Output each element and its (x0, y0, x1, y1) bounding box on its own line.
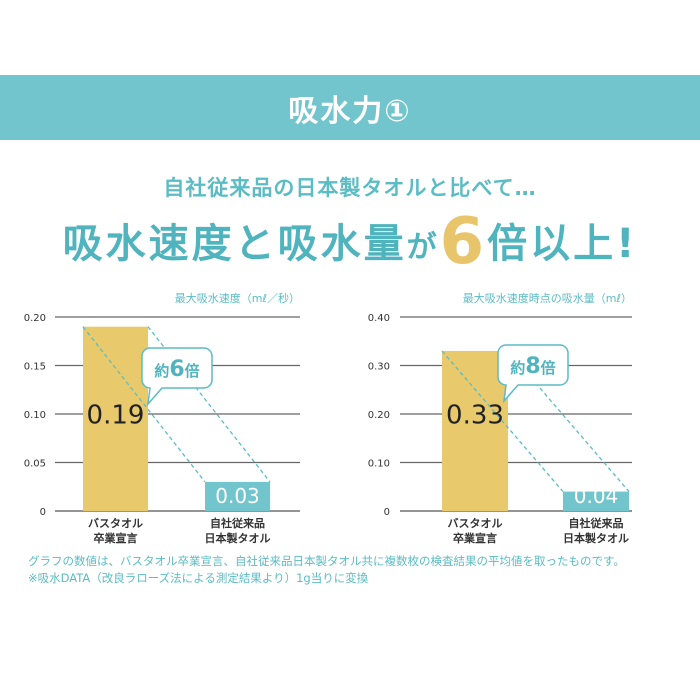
bar-value-label: 0.03 (215, 484, 260, 508)
y-tick-label: 0.10 (24, 410, 46, 421)
bar (205, 481, 270, 511)
chart-title: 最大吸水速度（mℓ／秒） (175, 291, 300, 305)
bar (83, 326, 148, 511)
subtitle: 自社従来品の日本製タオルと比べて… (163, 176, 537, 200)
bar (563, 491, 629, 511)
x-tick-label: 卒業宣言 (94, 531, 138, 545)
y-tick-label: 0.30 (368, 362, 390, 373)
y-tick-label: 0.20 (24, 313, 46, 324)
y-tick-label: 0 (384, 507, 390, 518)
headline-num: 6 (439, 205, 488, 279)
callout-text: 約6倍 (154, 357, 199, 382)
connector-line (441, 350, 564, 493)
connector-line (82, 326, 206, 483)
footnote-line-2: ※吸水DATA（改良ラローズ法による測定結果より）1g当りに変換 (28, 571, 369, 585)
headline-post: 倍以上! (487, 221, 638, 267)
y-tick-label: 0.10 (368, 459, 390, 470)
bar-value-label: 0.19 (87, 401, 145, 431)
footnote-line-1: グラフの数値は、バスタオル卒業宣言、自社従来品日本製タオル共に複数枚の検査結果の… (28, 554, 625, 568)
x-tick-label: 自社従来品 (569, 516, 624, 530)
banner-title: 吸水力① (288, 93, 412, 129)
chart-absorption-amount: 最大吸水速度時点の吸水量（mℓ） 0 0.10 0.20 0.30 0.40 0.33 バスタ… (368, 291, 632, 545)
y-tick-label: 0 (40, 507, 46, 518)
bar-value-label: 0.33 (446, 401, 504, 431)
banner: 吸水力① (0, 75, 700, 140)
x-tick-label: 日本製タオル (563, 531, 629, 545)
chart-title: 最大吸水速度時点の吸水量（mℓ） (463, 291, 632, 305)
bar-value-label: 0.04 (574, 484, 619, 508)
y-tick-label: 0.20 (368, 410, 390, 421)
callout-bubble (141, 347, 213, 407)
x-tick-label: 日本製タオル (205, 531, 271, 545)
bar (442, 350, 508, 511)
callout-bubble (497, 344, 569, 404)
x-tick-label: バスタオル (448, 517, 503, 530)
y-tick-label: 0.05 (24, 459, 46, 470)
y-tick-label: 0.40 (368, 313, 390, 324)
headline-ga: が (406, 230, 440, 265)
connector-line (147, 326, 271, 483)
footnote: グラフの数値は、バスタオル卒業宣言、自社従来品日本製タオル共に複数枚の検査結果の… (28, 553, 625, 587)
x-tick-label: 卒業宣言 (453, 531, 497, 545)
headline: 吸水速度と吸水量が6倍以上! (0, 205, 700, 279)
chart-absorption-speed: 最大吸水速度（mℓ／秒） 0 0.05 0.10 0.15 0.20 0.19 バスタオル卒業… (24, 291, 300, 545)
y-tick-label: 0.15 (24, 362, 46, 373)
callout-text: 約8倍 (510, 354, 555, 379)
x-tick-label: 自社従来品 (210, 516, 265, 530)
x-tick-label: バスタオル (88, 517, 143, 530)
headline-pre: 吸水速度と吸水量 (62, 221, 407, 267)
